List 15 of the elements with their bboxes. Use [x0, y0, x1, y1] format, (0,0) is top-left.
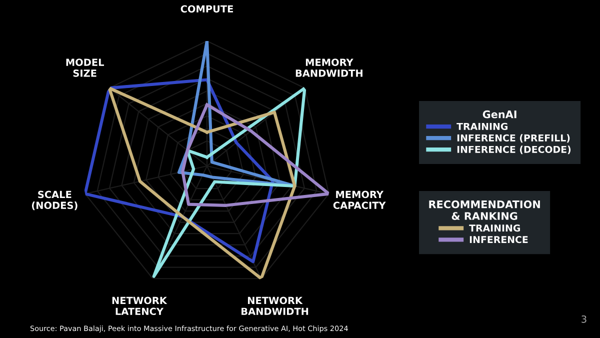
- spoke-label: NETWORK BANDWIDTH: [242, 296, 308, 315]
- spoke-label: MEMORY CAPACITY: [333, 190, 386, 210]
- spoke-label: COMPUTE: [180, 5, 233, 13]
- legend-label: TRAINING: [456, 122, 508, 130]
- text: 3: [582, 315, 586, 323]
- legend-label: INFERENCE: [470, 236, 528, 244]
- legend-label: INFERENCE (DECODE): [457, 146, 571, 154]
- text: RECOMMENDATION & RANKING: [429, 200, 540, 220]
- legend-title: GenAI: [482, 110, 516, 118]
- spoke-label: MODEL SIZE: [66, 58, 104, 77]
- spoke-label: MEMORY BANDWIDTH: [296, 58, 362, 77]
- legend-label: INFERENCE (PREFILL): [457, 134, 570, 143]
- spoke-label: SCALE (NODES): [32, 190, 78, 210]
- spoke-label: NETWORK LATENCY: [112, 296, 168, 316]
- legend-label: TRAINING: [469, 224, 520, 232]
